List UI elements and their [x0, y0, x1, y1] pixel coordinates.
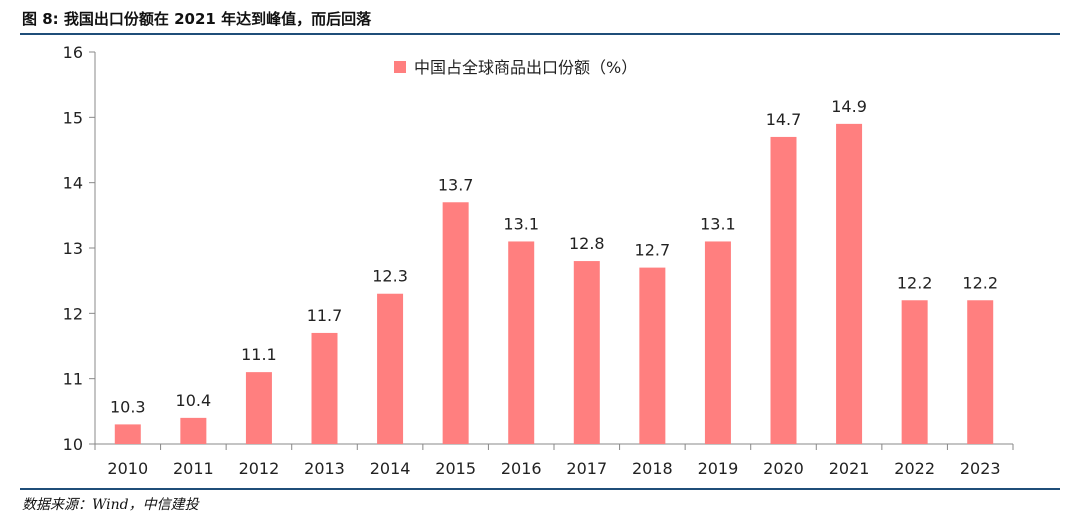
y-tick-label: 13 [63, 239, 83, 258]
source-note: 数据来源：Wind，中信建投 [22, 497, 199, 513]
y-tick-label: 16 [63, 43, 83, 62]
bottom-rule [20, 488, 1060, 490]
x-tick-label: 2019 [698, 459, 739, 478]
data-label: 11.1 [241, 345, 277, 364]
x-tick-label: 2023 [960, 459, 1001, 478]
data-label: 13.1 [503, 214, 539, 233]
bar [311, 332, 338, 444]
bar [508, 241, 535, 444]
x-tick-label: 2018 [632, 459, 673, 478]
x-axis: 2010 2011 2012 2013 2014 2015 2016 2017 2018 2019… [94, 443, 1014, 478]
x-tick-label: 2020 [763, 459, 804, 478]
x-tick-label: 2013 [304, 459, 345, 478]
y-tick-label: 15 [63, 108, 83, 127]
x-tick-label: 2017 [566, 459, 607, 478]
bar [245, 372, 272, 444]
data-label: 12.3 [372, 267, 408, 286]
data-label: 11.7 [307, 306, 343, 325]
y-tick-label: 10 [63, 435, 83, 454]
bar [573, 261, 600, 444]
x-tick-label: 2011 [173, 459, 214, 478]
data-label: 12.2 [962, 273, 998, 292]
bar [442, 202, 469, 444]
y-axis: 10 11 12 13 14 15 16 [63, 43, 96, 454]
legend-label: 中国占全球商品出口份额（%） [414, 58, 637, 77]
data-label: 12.2 [897, 273, 933, 292]
x-tick-label: 2014 [370, 459, 411, 478]
x-tick-label: 2016 [501, 459, 542, 478]
data-label: 13.1 [700, 214, 736, 233]
y-tick-label: 12 [63, 304, 83, 323]
bar [704, 241, 731, 444]
bar [901, 300, 928, 444]
legend: 中国占全球商品出口份额（%） [394, 58, 637, 77]
bar [967, 300, 994, 444]
bars [114, 123, 994, 444]
x-tick-label: 2022 [894, 459, 935, 478]
bar [180, 417, 207, 444]
data-label: 10.3 [110, 397, 146, 416]
y-tick-label: 14 [63, 174, 83, 193]
bar [639, 267, 666, 444]
y-tick-label: 11 [63, 370, 83, 389]
data-label: 12.7 [635, 241, 671, 260]
x-tick-label: 2015 [435, 459, 476, 478]
bar [836, 123, 863, 444]
data-label: 10.4 [176, 391, 212, 410]
data-label: 14.9 [831, 97, 867, 116]
data-label: 14.7 [766, 110, 802, 129]
legend-swatch [394, 61, 406, 73]
figure-title: 图 8: 我国出口份额在 2021 年达到峰值，而后回落 [22, 10, 372, 28]
top-rule [20, 33, 1060, 35]
x-tick-label: 2021 [829, 459, 870, 478]
bar [114, 424, 141, 444]
bar [377, 293, 404, 444]
bar [770, 136, 797, 444]
data-label: 13.7 [438, 175, 474, 194]
data-labels: 10.3 10.4 11.1 11.7 12.3 13.7 13.1 12.8 12.7 13.1… [110, 97, 998, 417]
data-label: 12.8 [569, 234, 605, 253]
x-tick-label: 2010 [107, 459, 148, 478]
x-tick-label: 2012 [239, 459, 280, 478]
